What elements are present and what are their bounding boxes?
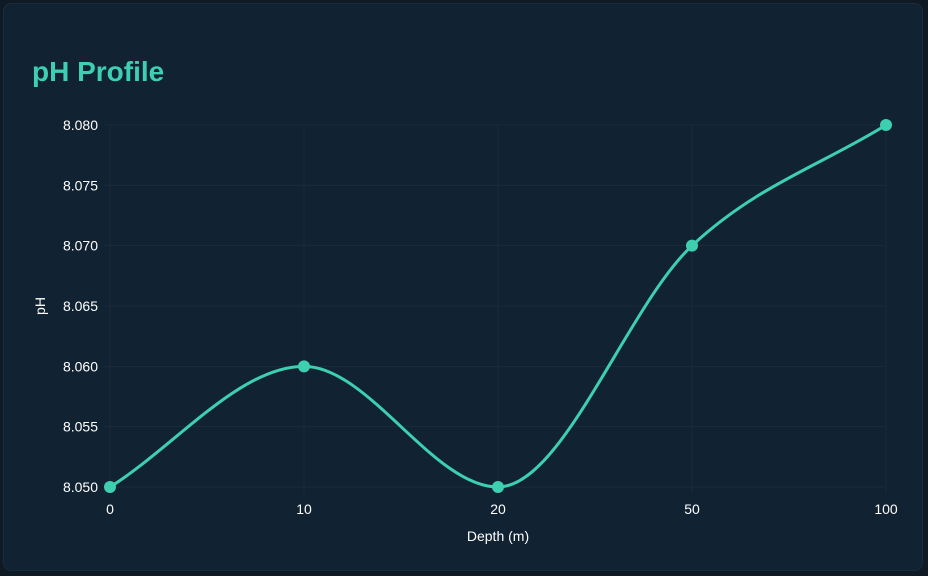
- y-tick-label: 8.060: [63, 358, 98, 374]
- data-point[interactable]: [104, 481, 116, 493]
- y-tick-label: 8.065: [63, 298, 98, 314]
- x-tick-label: 20: [490, 501, 506, 517]
- y-tick-label: 8.050: [63, 479, 98, 495]
- x-tick-labels: 0 10 20 50 100: [106, 501, 898, 517]
- y-tick-labels: 8.050 8.055 8.060 8.065 8.070 8.075 8.080: [63, 117, 98, 495]
- x-axis-title: Depth (m): [467, 528, 529, 544]
- y-tick-label: 8.080: [63, 117, 98, 133]
- x-tick-label: 0: [106, 501, 114, 517]
- x-tick-label: 10: [296, 501, 312, 517]
- data-point[interactable]: [880, 119, 892, 131]
- data-point[interactable]: [298, 360, 310, 373]
- grid-lines: [104, 124, 887, 493]
- x-tick-label: 50: [684, 501, 700, 517]
- y-axis-title: pH: [32, 297, 48, 315]
- x-tick-label: 100: [874, 501, 898, 517]
- data-point[interactable]: [686, 239, 698, 252]
- y-tick-label: 8.075: [63, 177, 98, 193]
- data-point[interactable]: [492, 481, 504, 493]
- data-points: [104, 119, 892, 493]
- y-tick-label: 8.055: [63, 419, 98, 435]
- chart-title: pH Profile: [32, 56, 165, 87]
- y-tick-label: 8.070: [63, 238, 98, 254]
